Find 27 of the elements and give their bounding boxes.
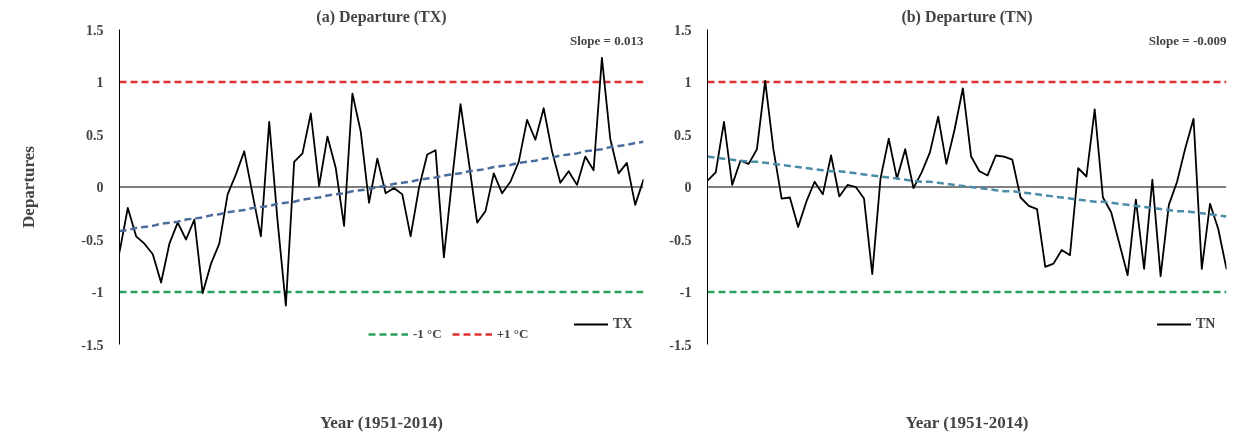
y-tick-label: 0.5 (674, 127, 692, 143)
y-axis-title: Departures (19, 145, 39, 228)
chart-title: (b) Departure (TN) (901, 7, 1033, 26)
legend-label: TX (613, 316, 633, 332)
y-tick-label: 0.5 (86, 127, 104, 143)
annotation: Slope = -0.009 (1148, 32, 1227, 48)
line-series (707, 155, 1227, 218)
y-tick-label: -1 (679, 285, 692, 300)
y-tick-label: 0 (684, 180, 692, 195)
annotation: Slope = 0.013 (570, 32, 644, 48)
chart-title: (a) Departure (TX) (316, 7, 447, 26)
y-tick-label: 1 (96, 75, 104, 90)
x-axis-title: Year (1951-2014) (905, 412, 1029, 432)
line-series (119, 140, 644, 233)
legend-label: TN (1196, 316, 1216, 332)
y-tick-label: -1.5 (669, 337, 692, 353)
y-tick-label: -0.5 (81, 232, 104, 248)
y-tick-label: -1 (91, 285, 104, 300)
y-tick-label: -0.5 (669, 232, 692, 248)
y-tick-label: 1 (684, 75, 692, 90)
legend-label: -1 °C (413, 326, 442, 342)
y-tick-label: 0 (96, 180, 104, 195)
y-tick-label: 1.5 (86, 22, 104, 38)
y-tick-label: 1.5 (674, 22, 692, 38)
x-axis-title: Year (1951-2014) (319, 412, 443, 432)
legend-label: +1 °C (496, 326, 529, 342)
y-tick-label: -1.5 (81, 337, 104, 353)
